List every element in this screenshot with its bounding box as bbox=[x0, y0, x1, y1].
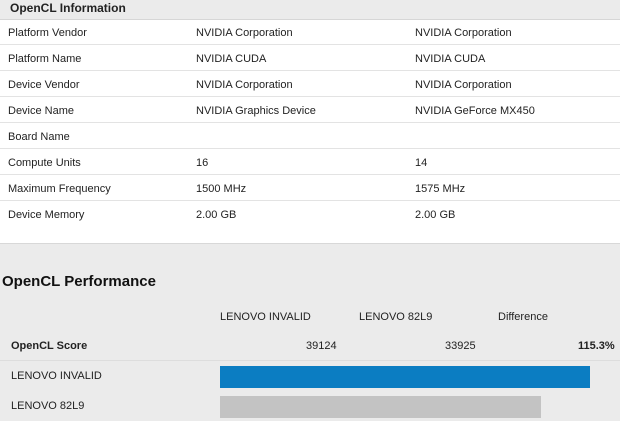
device-a-value: NVIDIA Corporation bbox=[196, 79, 293, 91]
row-label: Device Name bbox=[8, 105, 75, 117]
section-title-opencl-performance: OpenCL Performance bbox=[2, 273, 156, 290]
row-label: Device Memory bbox=[8, 209, 85, 221]
score-label: OpenCL Score bbox=[11, 340, 88, 352]
info-row-maximum-frequency: Maximum Frequency 1500 MHz 1575 MHz bbox=[0, 176, 620, 201]
device-a-value: 1500 MHz bbox=[196, 183, 247, 195]
info-row-platform-vendor: Platform Vendor NVIDIA Corporation NVIDI… bbox=[0, 20, 620, 45]
bar-label: LENOVO 82L9 bbox=[11, 400, 85, 412]
device-b-value: NVIDIA Corporation bbox=[415, 27, 512, 39]
score-bar-device-a bbox=[220, 366, 590, 388]
info-row-platform-name: Platform Name NVIDIA CUDA NVIDIA CUDA bbox=[0, 46, 620, 71]
bar-label: LENOVO INVALID bbox=[11, 370, 102, 382]
row-label: Compute Units bbox=[8, 157, 81, 169]
device-a-value: NVIDIA CUDA bbox=[196, 53, 267, 65]
opencl-score-row: OpenCL Score 39124 33925 115.3% bbox=[0, 332, 620, 361]
row-label: Board Name bbox=[8, 131, 70, 143]
device-b-value: 2.00 GB bbox=[415, 209, 456, 221]
device-a-value: NVIDIA Graphics Device bbox=[196, 105, 316, 117]
score-difference: 115.3% bbox=[578, 340, 615, 352]
device-b-value: NVIDIA GeForce MX450 bbox=[415, 105, 535, 117]
section-header-opencl-information: OpenCL Information bbox=[0, 0, 620, 20]
bar-row-device-b: LENOVO 82L9 bbox=[0, 392, 620, 420]
row-label: Platform Name bbox=[8, 53, 82, 65]
device-b-value: 1575 MHz bbox=[415, 183, 466, 195]
bar-row-device-a: LENOVO INVALID bbox=[0, 362, 620, 390]
info-row-device-memory: Device Memory 2.00 GB 2.00 GB bbox=[0, 202, 620, 227]
row-label: Maximum Frequency bbox=[8, 183, 111, 195]
score-device-a: 39124 bbox=[306, 340, 337, 352]
device-a-value: 2.00 GB bbox=[196, 209, 237, 221]
score-device-b: 33925 bbox=[445, 340, 476, 352]
score-bar-device-b bbox=[220, 396, 541, 418]
device-a-value: NVIDIA Corporation bbox=[196, 27, 293, 39]
column-header-device-a: LENOVO INVALID bbox=[220, 311, 311, 323]
device-b-value: NVIDIA CUDA bbox=[415, 53, 486, 65]
opencl-information-panel: OpenCL Information Platform Vendor NVIDI… bbox=[0, 0, 620, 244]
info-row-board-name: Board Name bbox=[0, 124, 620, 149]
info-row-device-vendor: Device Vendor NVIDIA Corporation NVIDIA … bbox=[0, 72, 620, 97]
device-b-value: 14 bbox=[415, 157, 428, 169]
row-label: Platform Vendor bbox=[8, 27, 87, 39]
info-row-device-name: Device Name NVIDIA Graphics Device NVIDI… bbox=[0, 98, 620, 123]
device-a-value: 16 bbox=[196, 157, 209, 169]
info-row-compute-units: Compute Units 16 14 bbox=[0, 150, 620, 175]
column-header-difference: Difference bbox=[498, 311, 548, 323]
device-b-value: NVIDIA Corporation bbox=[415, 79, 512, 91]
row-label: Device Vendor bbox=[8, 79, 80, 91]
column-header-device-b: LENOVO 82L9 bbox=[359, 311, 433, 323]
